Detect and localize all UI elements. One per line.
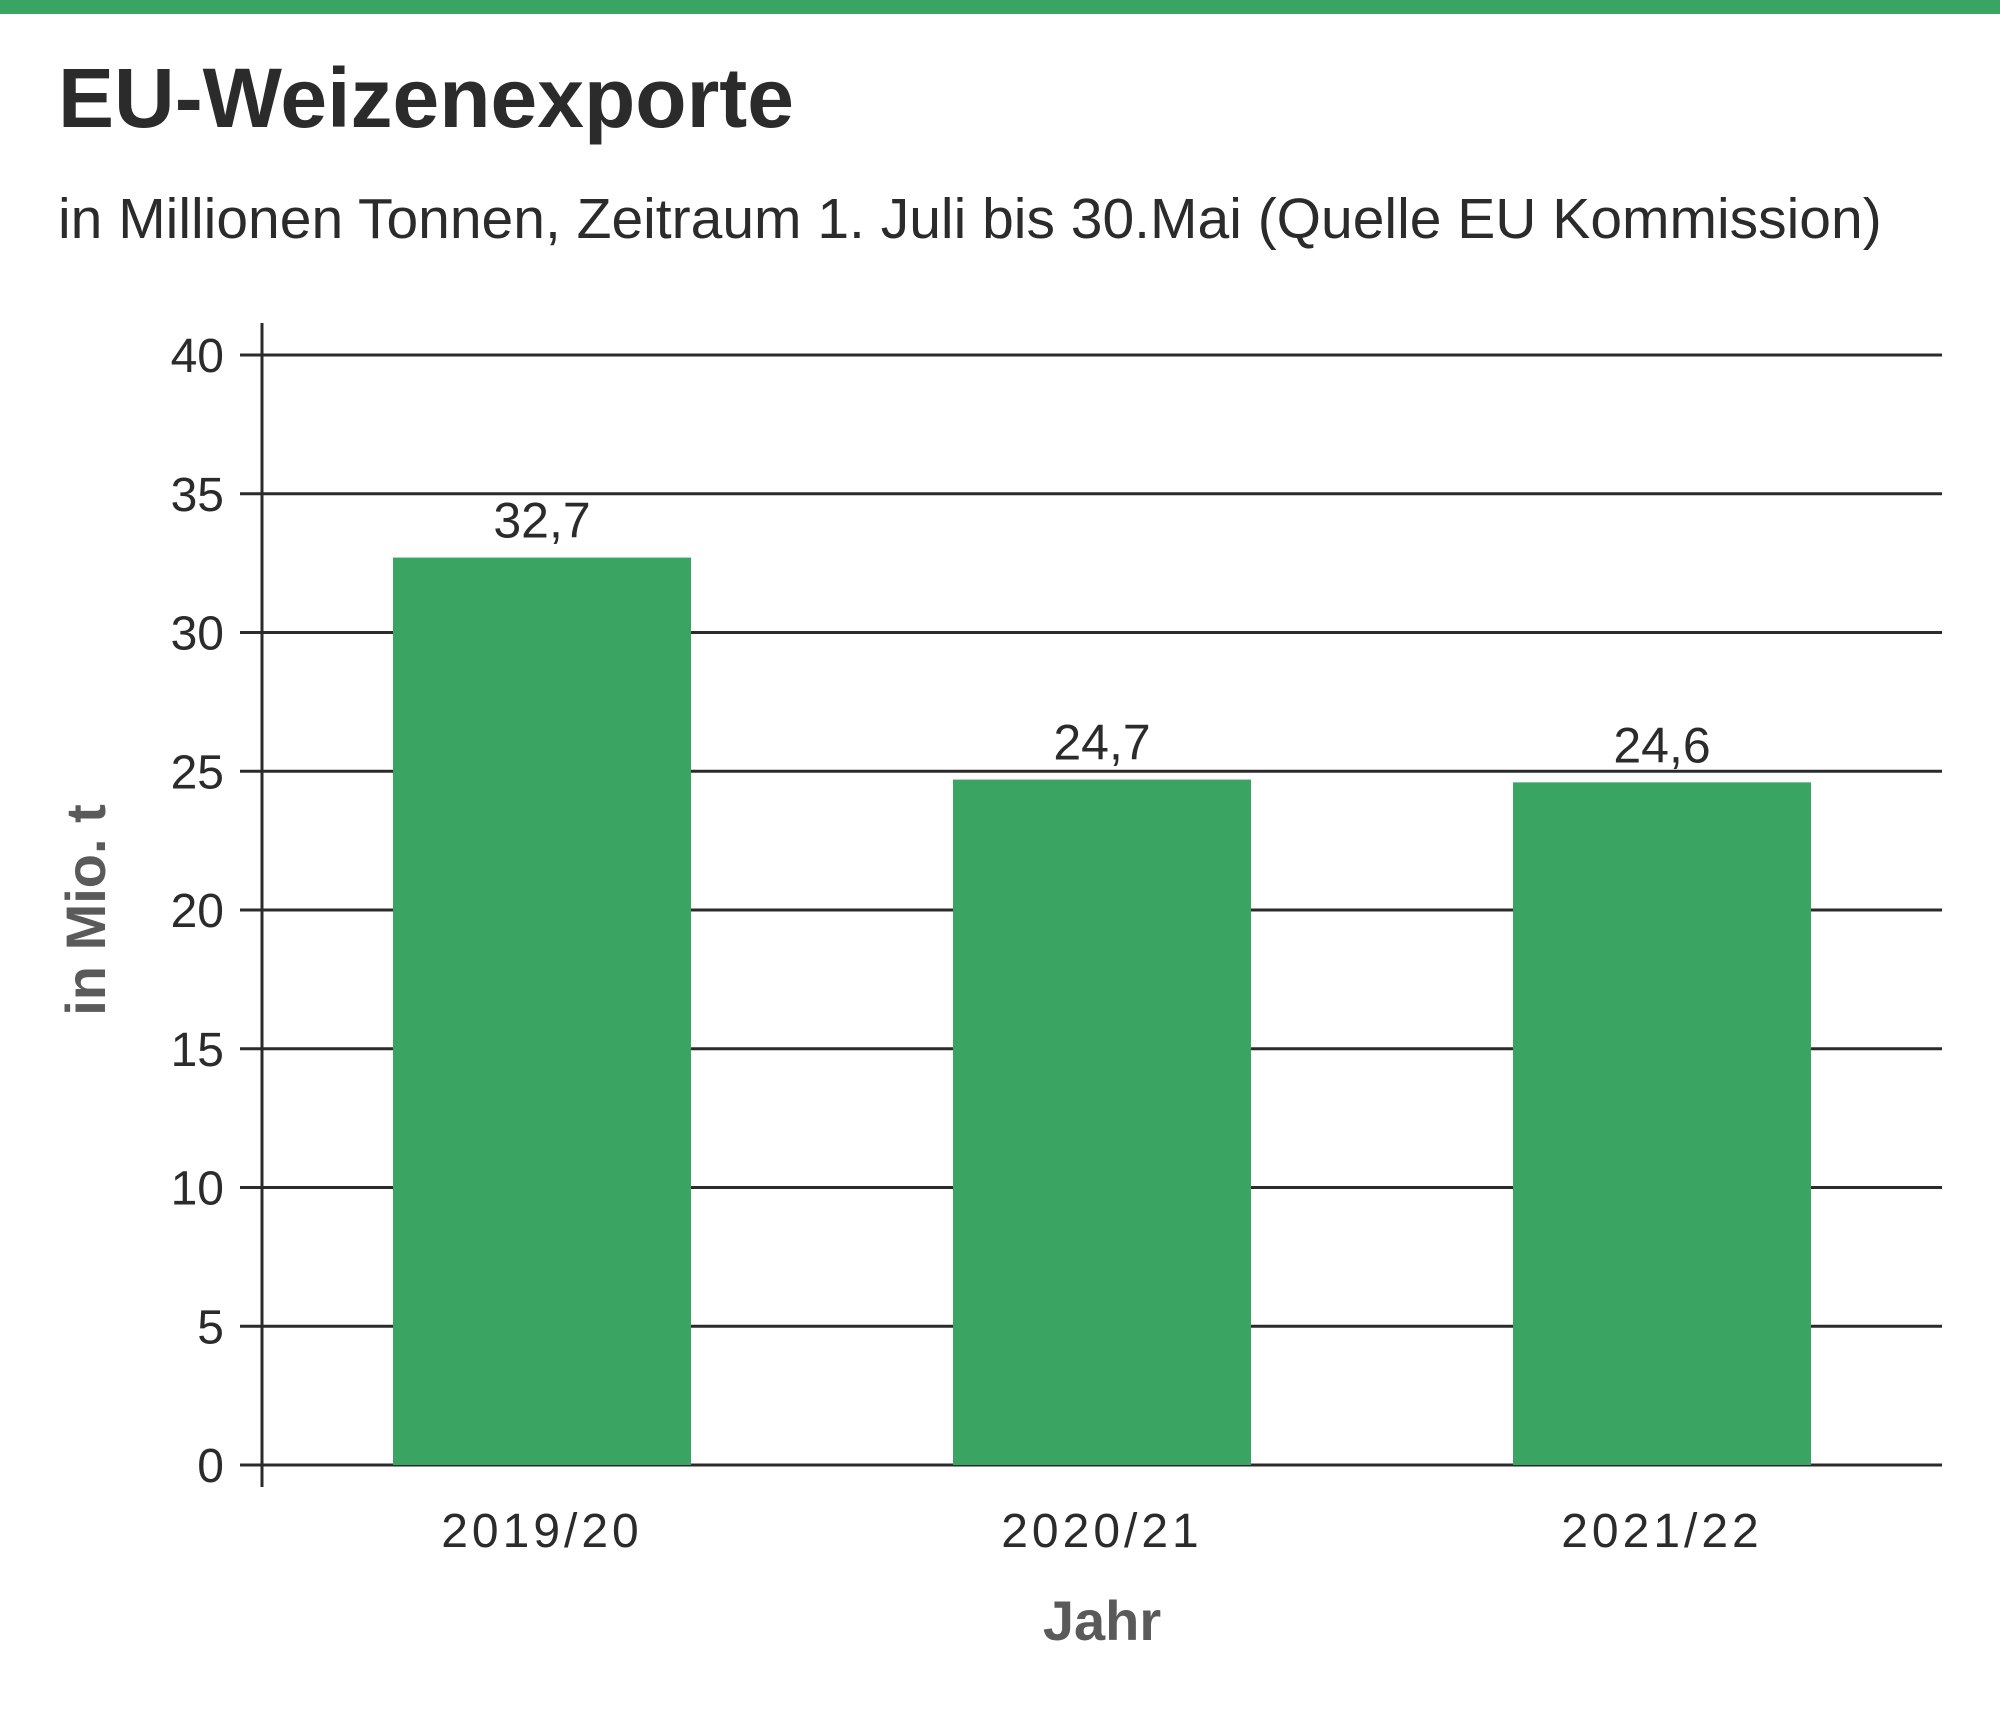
y-tick-label: 0 [197, 1440, 224, 1493]
y-tick-label: 35 [171, 469, 224, 522]
y-axis-title: in Mio. t [54, 804, 117, 1016]
bar [1513, 782, 1811, 1465]
data-label: 24,6 [1613, 717, 1710, 773]
data-label: 32,7 [493, 493, 590, 549]
x-axis-title: Jahr [1043, 1589, 1161, 1652]
y-tick-label: 20 [171, 885, 224, 938]
chart-subtitle: in Millionen Tonnen, Zeitraum 1. Juli bi… [58, 187, 1882, 251]
y-tick-label: 5 [197, 1301, 224, 1354]
bar [393, 557, 691, 1465]
y-tick-label: 40 [171, 330, 224, 383]
y-tick-label: 25 [171, 746, 224, 799]
data-label: 24,7 [1053, 715, 1150, 771]
y-tick-label: 10 [171, 1163, 224, 1216]
bar [953, 779, 1251, 1465]
y-tick-label: 30 [171, 608, 224, 661]
y-tick-label: 15 [171, 1024, 224, 1077]
x-tick-label: 2021/22 [1561, 1505, 1763, 1558]
top-accent-bar [0, 0, 2000, 14]
x-tick-label: 2019/20 [441, 1505, 643, 1558]
chart-title: EU-Weizenexporte [58, 51, 794, 145]
x-tick-label: 2020/21 [1001, 1505, 1203, 1558]
